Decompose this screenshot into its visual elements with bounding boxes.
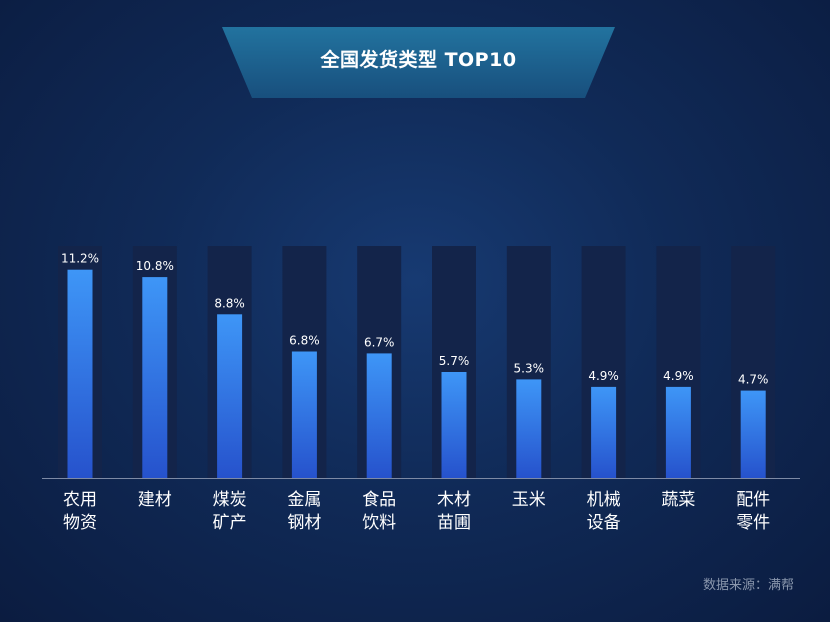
category-label: 农用 (63, 490, 97, 510)
bar-value-label: 8.8% (214, 296, 245, 310)
bar-value-label: 6.7% (364, 335, 395, 349)
bar-value-label: 4.9% (663, 369, 694, 383)
bar-value-label: 5.7% (439, 354, 470, 368)
category-label: 配件 (736, 490, 770, 510)
category-label: 食品 (362, 490, 396, 510)
category-label: 物资 (63, 513, 97, 533)
bar-value-label: 4.9% (588, 369, 619, 383)
bar (366, 353, 392, 478)
bar (516, 379, 542, 478)
bar (740, 390, 766, 478)
bar-value-label: 4.7% (738, 373, 769, 387)
category-label: 设备 (587, 513, 621, 533)
category-label: 饮料 (362, 513, 396, 533)
bar-value-label: 11.2% (61, 252, 99, 266)
bar (217, 314, 243, 478)
category-label: 零件 (736, 513, 770, 533)
bar (665, 386, 691, 478)
category-label: 苗圃 (437, 513, 471, 533)
chart-title-banner: 全国发货类型 TOP10 (222, 27, 615, 98)
chart-title: 全国发货类型 TOP10 (320, 49, 517, 71)
category-label: 金属 (287, 490, 321, 510)
category-label: 玉米 (512, 490, 546, 510)
data-source-note: 数据来源：满帮 (702, 578, 794, 593)
bar (441, 372, 467, 478)
bar-value-label: 10.8% (136, 259, 174, 273)
bar (142, 277, 168, 478)
category-label: 煤炭 (213, 490, 247, 510)
title-banner-shape (222, 27, 615, 98)
bar-value-label: 6.8% (289, 334, 320, 348)
category-label: 机械 (587, 490, 621, 510)
category-label: 建材 (138, 490, 172, 510)
category-label: 钢材 (287, 513, 321, 533)
category-label: 矿产 (213, 513, 247, 533)
bar (591, 386, 617, 478)
category-label: 木材 (437, 490, 471, 510)
category-label: 蔬菜 (661, 490, 695, 510)
bar (67, 269, 93, 478)
bar-value-label: 5.3% (514, 361, 545, 375)
bar (291, 351, 317, 478)
